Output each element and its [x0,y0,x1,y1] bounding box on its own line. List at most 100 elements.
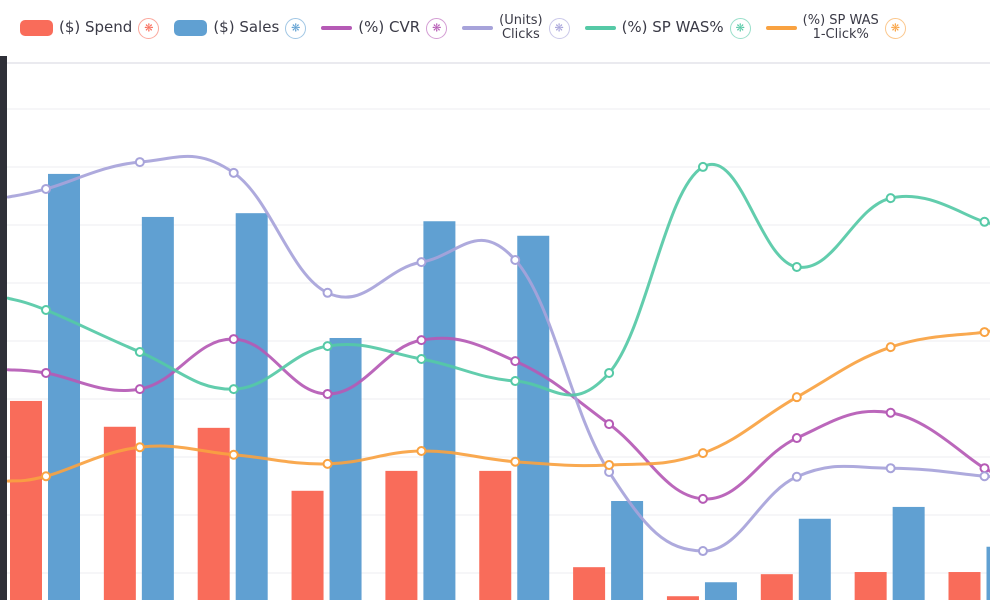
cvr-swatch [321,26,353,30]
sp-was-point-1[interactable] [134,346,145,357]
clicks-point-8[interactable] [791,471,802,482]
cvr-point-6[interactable] [604,419,615,430]
sp-was-1click-point-3[interactable] [322,458,333,469]
cvr-point-2[interactable] [228,334,239,345]
clicks-point-4[interactable] [416,257,427,268]
legend-item-sp-was-1click[interactable]: (%) SP WAS 1-Click% ❋ [765,13,906,42]
spend-bar-7[interactable] [666,596,699,600]
legend-item-spend[interactable]: ($) Spend ❋ [20,17,160,39]
sp-was-point-0[interactable] [41,305,51,316]
spend-bar-4[interactable] [385,470,418,600]
sp-was-1click-point-1[interactable] [134,442,145,453]
spend-bar-2[interactable] [197,427,230,600]
sp-was-1click-point-10[interactable] [979,327,990,338]
cvr-point-10[interactable] [979,463,990,474]
sp-was-swatch [584,26,616,30]
sp-was-1click-point-4[interactable] [416,445,427,456]
spend-bar-10[interactable] [948,572,981,600]
legend-label-sp-was-1click: (%) SP WAS 1-Click% [802,13,879,42]
clicks-swatch [462,26,494,30]
legend-item-clicks[interactable]: (Units) Clicks ❋ [462,13,570,42]
cvr-point-3[interactable] [322,388,333,399]
sales-bar-1[interactable] [141,216,174,600]
sp-was-settings-icon[interactable]: ❋ [729,17,751,39]
sp-was-1click-point-6[interactable] [604,459,615,470]
sp-was-point-10[interactable] [979,216,990,227]
spend-bar-8[interactable] [760,574,793,600]
sp-was-line[interactable] [6,162,990,397]
legend-item-cvr[interactable]: (%) CVR ❋ [321,17,448,39]
sales-swatch [174,20,208,36]
clicks-line-series [6,154,990,557]
spend-bar-9[interactable] [854,572,887,600]
spend-bar-5[interactable] [479,470,512,600]
cvr-point-9[interactable] [885,407,896,418]
sp-was-1click-point-2[interactable] [228,449,239,460]
sales-bar-0[interactable] [48,173,80,600]
sp-was-point-8[interactable] [791,261,802,272]
clicks-point-0[interactable] [41,183,51,194]
sales-settings-icon[interactable]: ❋ [285,17,307,39]
sp-was-1click-line-series [6,327,990,483]
sales-bar-10[interactable] [986,546,990,600]
sp-was-1click-point-5[interactable] [510,456,521,467]
sales-bar-4[interactable] [423,221,456,600]
sp-was-point-4[interactable] [416,353,427,364]
clicks-settings-glyph: ❋ [554,21,564,34]
cvr-settings-glyph: ❋ [432,21,442,34]
sp-was-point-3[interactable] [322,341,333,352]
sales-bar-5[interactable] [517,235,550,600]
sp-was-point-7[interactable] [697,161,708,172]
legend-item-sales[interactable]: ($) Sales ❋ [174,17,307,39]
spend-bars [10,400,981,600]
cvr-line-series [6,334,990,504]
legend-label-sp-was: (%) SP WAS% [621,18,724,37]
cvr-point-5[interactable] [510,356,521,367]
clicks-point-5[interactable] [510,254,521,265]
sp-was-1click-point-8[interactable] [791,392,802,403]
legend-label-cvr: (%) CVR [358,18,421,37]
cvr-point-0[interactable] [41,367,51,378]
sales-bar-2[interactable] [235,213,268,600]
sales-bar-8[interactable] [798,518,831,600]
legend-label-sales: ($) Sales [213,18,280,37]
sp-was-point-5[interactable] [510,376,521,387]
sp-was-point-6[interactable] [604,367,615,378]
sales-bar-6[interactable] [611,501,644,600]
clicks-point-1[interactable] [134,157,145,168]
cvr-point-1[interactable] [134,384,145,395]
sales-bar-7[interactable] [704,582,737,600]
clicks-point-7[interactable] [697,546,708,557]
spend-bar-1[interactable] [103,426,136,600]
clicks-point-9[interactable] [885,463,896,474]
cvr-point-8[interactable] [791,433,802,444]
chart-legend: ($) Spend ❋ ($) Sales ❋ (%) CVR ❋ (Units… [0,0,990,56]
sp-was-point-9[interactable] [885,193,896,204]
sp-was-1click-settings-glyph: ❋ [890,21,900,34]
spend-bar-6[interactable] [573,567,606,600]
sp-was-1click-point-7[interactable] [697,448,708,459]
sp-was-point-2[interactable] [228,384,239,395]
spend-bar-3[interactable] [291,490,324,600]
sp-was-1click-point-0[interactable] [41,471,51,482]
spend-bar-0[interactable] [10,400,42,600]
sales-bar-3[interactable] [329,337,362,600]
spend-settings-icon[interactable]: ❋ [138,17,160,39]
sp-was-1click-settings-icon[interactable]: ❋ [884,17,906,39]
clicks-settings-icon[interactable]: ❋ [548,17,570,39]
sp-was-line-series [6,161,990,397]
sales-bar-9[interactable] [892,506,925,600]
spend-settings-glyph: ❋ [144,21,154,34]
sp-was-1click-point-9[interactable] [885,342,896,353]
cvr-point-7[interactable] [697,493,708,504]
cvr-settings-icon[interactable]: ❋ [426,17,448,39]
legend-item-sp-was[interactable]: (%) SP WAS% ❋ [584,17,751,39]
cvr-point-4[interactable] [416,335,427,346]
sp-was-1click-swatch [765,26,797,30]
legend-label-clicks: (Units) Clicks [499,13,543,42]
clicks-point-10[interactable] [979,471,990,482]
clicks-point-2[interactable] [228,167,239,178]
clicks-point-3[interactable] [322,287,333,298]
